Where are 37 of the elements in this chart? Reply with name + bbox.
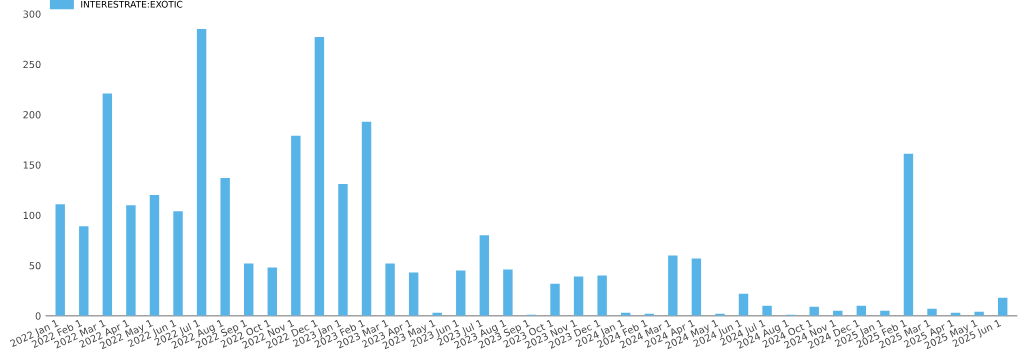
bar (903, 153, 914, 316)
bar (927, 308, 937, 316)
bar (408, 272, 419, 316)
bar (503, 269, 513, 316)
y-tick-label: 300 (23, 10, 41, 18)
bar (126, 205, 136, 316)
bar (338, 184, 348, 316)
bar (573, 276, 584, 316)
y-tick-label: 50 (29, 262, 41, 270)
bar (456, 270, 466, 316)
bar (244, 263, 254, 316)
bar (738, 293, 749, 316)
bar (668, 255, 678, 316)
bar (597, 275, 607, 316)
y-tick-label: 250 (23, 60, 41, 69)
bar (196, 29, 207, 316)
bar (691, 258, 702, 316)
bar (55, 204, 65, 316)
bar (220, 177, 230, 316)
bar (762, 305, 772, 316)
bar (361, 121, 372, 316)
y-tick-label: 100 (23, 211, 41, 220)
legend-label: INTERESTRATE:EXOTIC (81, 0, 183, 8)
bar (267, 267, 277, 316)
bar (314, 37, 325, 316)
bar (291, 135, 301, 316)
bar (173, 211, 183, 316)
bar (550, 283, 560, 316)
bar (479, 235, 490, 316)
y-tick-label: 200 (23, 111, 41, 119)
y-tick-label: 0 (35, 312, 41, 320)
bar (149, 195, 160, 316)
bar (102, 93, 113, 316)
y-tick-label: 150 (23, 161, 41, 169)
bar (385, 263, 395, 316)
bar (809, 306, 819, 316)
bar (79, 226, 89, 316)
